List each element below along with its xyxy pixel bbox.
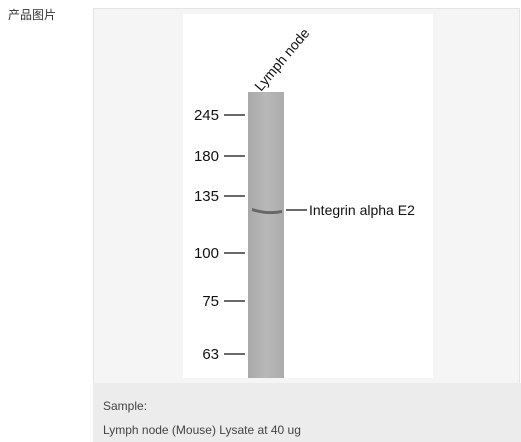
marker-label: 180: [194, 148, 219, 165]
caption-text: Lymph node (Mouse) Lysate at 40 ug: [103, 423, 301, 437]
marker-label: 63: [202, 346, 219, 363]
markers: 245 180 135 100 75 63: [194, 107, 245, 363]
band: [252, 208, 282, 215]
caption-heading: Sample:: [103, 399, 148, 413]
blot-lane: [248, 92, 284, 378]
section-label: 产品图片: [8, 8, 57, 22]
marker-label: 245: [194, 107, 219, 124]
marker-label: 75: [202, 293, 219, 310]
blot-image: Lymph node Integrin alpha E2 24518013510…: [183, 14, 433, 378]
marker-label: 135: [194, 188, 219, 205]
band-label: Integrin alpha E2: [309, 202, 415, 218]
image-background: [183, 14, 433, 378]
marker-label: 100: [194, 245, 219, 262]
caption: Sample: Lymph node (Mouse) Lysate at 40 …: [93, 383, 521, 442]
